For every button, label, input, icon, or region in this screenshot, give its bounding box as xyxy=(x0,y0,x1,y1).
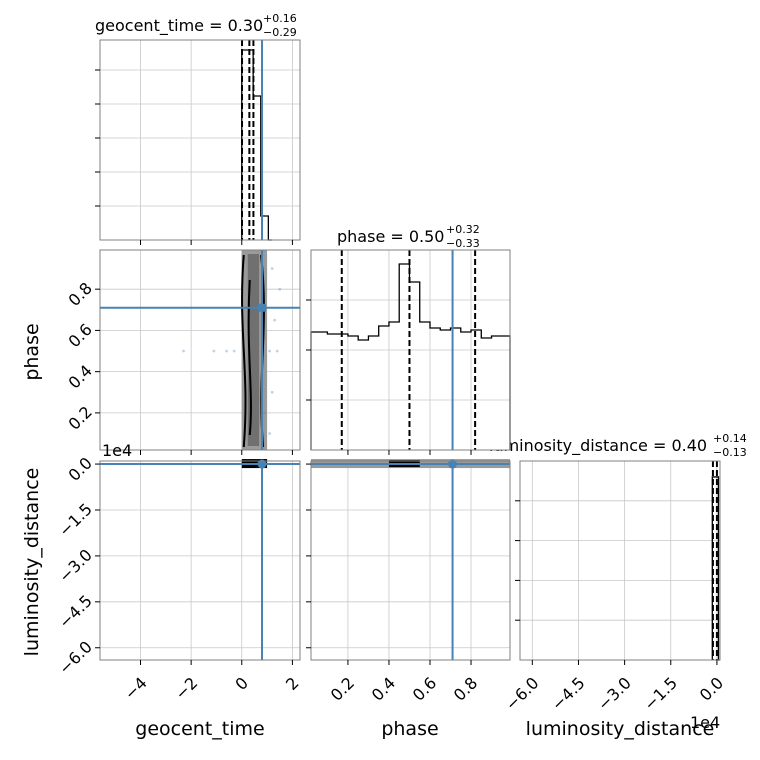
offset-text-ylum: 1e4 xyxy=(102,441,132,460)
panel-2d-phase-lum-frame xyxy=(310,460,511,661)
panel-2d-phase-lum: 0.2 0.4 0.6 0.8 xyxy=(306,459,511,705)
panel-hist-luminosity-distance-xtick-label-0: −6.0 xyxy=(502,673,543,714)
panel-2d-geocent-phase-scatter-point-1 xyxy=(212,349,216,353)
panel-2d-geocent-phase: 0.2 0.4 0.6 0.8 xyxy=(64,249,301,455)
panel-2d-geocent-lum-xtick-label-3: 2 xyxy=(282,673,303,694)
panel-2d-geocent-phase-frame xyxy=(99,249,301,451)
panel-2d-geocent-phase-scatter-point-5 xyxy=(275,349,279,353)
panel-2d-geocent-phase-ytick-label-1: 0.4 xyxy=(64,361,95,392)
panel-2d-geocent-phase-scatter-point-4 xyxy=(268,349,272,353)
panel-hist-luminosity-distance-bg xyxy=(520,461,720,660)
panel-2d-geocent-lum-vgrid xyxy=(140,461,293,660)
panel-hist-geocent-time xyxy=(95,39,301,245)
panel-2d-geocent-phase-scatter-point-3 xyxy=(232,349,236,353)
title-phase-text: phase = 0.50 xyxy=(337,227,444,246)
panel-2d-geocent-phase-truth-marker xyxy=(258,303,267,312)
panel-2d-geocent-lum-ytick-label-1: −4.5 xyxy=(55,591,96,632)
panel-2d-geocent-lum-truth-marker xyxy=(257,459,267,469)
panel-2d-geocent-phase-ytick-label-2: 0.6 xyxy=(64,320,95,351)
panel-2d-geocent-lum-ytick-label-0: −6.0 xyxy=(55,637,96,678)
offset-text-xlum: 1e4 xyxy=(690,713,720,732)
ylabel-luminosity-distance: luminosity_distance xyxy=(21,468,43,657)
panel-2d-geocent-phase-scatter-point-6 xyxy=(278,287,282,291)
title-luminosity-distance-text: luminosity_distance = 0.40 xyxy=(489,436,707,456)
panel-hist-luminosity-distance-xtick-label-4: 0.0 xyxy=(696,673,727,704)
panel-2d-phase-lum-truth-marker xyxy=(448,459,458,469)
ylabel-phase: phase xyxy=(21,323,43,380)
panel-2d-geocent-phase-scatter-point-0 xyxy=(182,349,185,353)
panel-2d-geocent-lum-bg xyxy=(100,461,300,660)
panel-2d-geocent-phase-scatter-point-11 xyxy=(268,432,272,435)
panel-hist-luminosity-distance-xtick-label-2: −3.0 xyxy=(594,673,635,714)
panel-hist-phase-histogram-step xyxy=(310,263,511,450)
title-luminosity-distance-plus: +0.14 xyxy=(713,432,747,445)
panel-2d-phase-lum-xtick-label-3: 0.8 xyxy=(450,673,481,704)
panel-2d-geocent-phase-scatter xyxy=(182,267,282,435)
panel-2d-geocent-phase-scatter-point-8 xyxy=(263,411,266,415)
title-geocent-time-text: geocent_time = 0.30 xyxy=(95,16,263,36)
panel-2d-phase-lum-xtick-label-2: 0.6 xyxy=(409,673,440,704)
panel-hist-geocent-time-hgrid xyxy=(100,69,300,207)
panel-2d-geocent-phase-ytick-label-0: 0.2 xyxy=(64,402,95,433)
xlabel-luminosity-distance: luminosity_distance xyxy=(526,718,715,740)
panel-hist-luminosity-distance-hgrid xyxy=(520,500,720,621)
xlabel-geocent-time: geocent_time xyxy=(135,718,264,740)
title-phase-plus: +0.32 xyxy=(446,223,480,236)
title-luminosity-distance: luminosity_distance = 0.40 +0.14 −0.13 xyxy=(489,432,747,459)
panel-hist-geocent-time-bg xyxy=(100,40,300,240)
panel-2d-geocent-phase-density-core xyxy=(247,254,260,446)
panel-2d-geocent-lum-ytick-label-3: −1.5 xyxy=(55,499,96,540)
panel-hist-luminosity-distance-xtick-label-1: −4.5 xyxy=(548,673,589,714)
panel-hist-luminosity-distance: −6.0 −4.5 −3.0 −1.5 0.0 xyxy=(502,460,727,714)
panel-2d-geocent-phase-contour-inner xyxy=(247,279,252,436)
xlabel-phase: phase xyxy=(381,718,438,740)
title-geocent-time: geocent_time = 0.30 +0.16 −0.29 xyxy=(95,12,297,39)
title-phase-minus: −0.33 xyxy=(446,237,480,250)
panel-hist-phase-hgrid xyxy=(311,299,510,401)
panel-2d-geocent-phase-ytick-label-3: 0.8 xyxy=(64,279,95,310)
panel-2d-geocent-phase-scatter-point-9 xyxy=(273,318,277,322)
panel-2d-geocent-lum-xtick-label-2: 0 xyxy=(231,673,252,694)
panel-2d-geocent-lum-xtick-label-0: −4 xyxy=(121,673,151,703)
panel-2d-geocent-lum-ytick-label-4: 0.0 xyxy=(64,453,95,484)
panel-hist-luminosity-distance-xtick-label-3: −1.5 xyxy=(640,673,681,714)
title-phase: phase = 0.50 +0.32 −0.33 xyxy=(337,223,480,250)
panel-hist-phase xyxy=(306,249,511,455)
panel-2d-geocent-lum-ytick-label-2: −3.0 xyxy=(55,545,96,586)
panel-hist-geocent-time-histogram-step xyxy=(241,49,273,241)
panel-2d-geocent-lum-frame xyxy=(99,460,301,661)
panel-2d-geocent-phase-contour-left xyxy=(241,254,247,448)
panel-2d-phase-lum-xtick-label-0: 0.2 xyxy=(327,673,358,704)
panel-2d-phase-lum-bg xyxy=(311,461,510,660)
panel-2d-phase-lum-vgrid xyxy=(347,461,472,660)
panel-hist-luminosity-distance-frame xyxy=(519,460,721,661)
panel-hist-geocent-time-frame xyxy=(99,39,301,241)
panel-2d-geocent-lum-xtick-label-1: −2 xyxy=(171,673,201,703)
panel-2d-geocent-phase-scatter-point-2 xyxy=(225,349,228,353)
panel-2d-phase-lum-xtick-label-1: 0.4 xyxy=(368,673,399,704)
title-geocent-time-minus: −0.29 xyxy=(263,26,297,39)
title-geocent-time-plus: +0.16 xyxy=(263,12,297,25)
panel-2d-geocent-lum: −4 −2 0 2 −6.0 −4.5 −3.0 −1.5 0.0 xyxy=(55,453,303,703)
panel-2d-geocent-phase-scatter-point-10 xyxy=(270,267,274,270)
panel-2d-geocent-phase-scatter-point-7 xyxy=(270,390,274,394)
title-luminosity-distance-minus: −0.13 xyxy=(713,446,747,459)
